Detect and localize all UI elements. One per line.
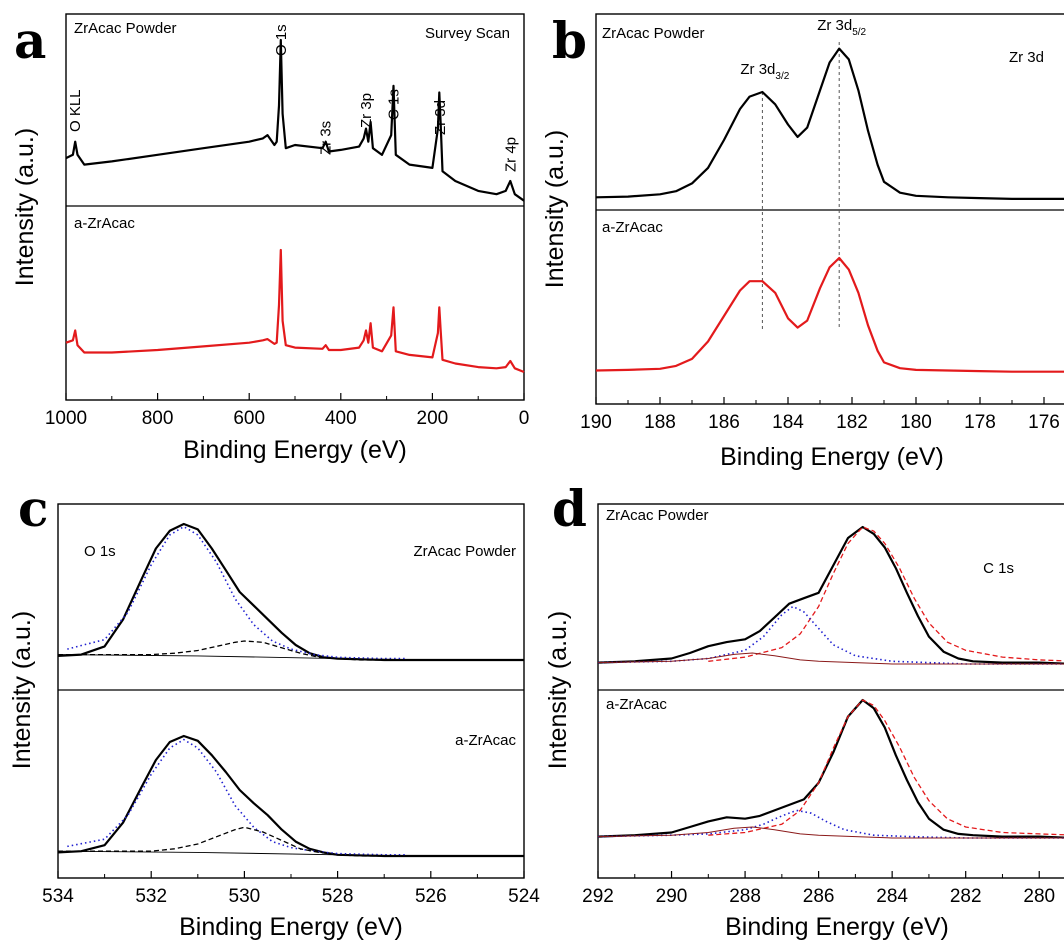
panel-b-bottom-left-label: a-ZrAcac [602,219,663,236]
panel-d-series-7 [597,826,1064,839]
panel-a-tick-label-2: 600 [233,408,265,429]
panel-d-series-2 [597,605,1064,665]
panel-d: d 292 290 288 286 284 282 280 ZrAcac Powder C … [544,479,1064,941]
panel-d-tick-label-6: 280 [1023,886,1055,907]
panel-b-tick-label-7: 176 [1028,412,1060,433]
panel-a-peak-labels: O KLL O 1s Zr 3s Zr 3p C 1s Zr 3d Zr 4p [67,24,519,172]
panel-d-curves [597,525,1064,839]
panel-a-top-left-label: ZrAcac Powder [74,20,177,37]
panel-c-top-right-label: ZrAcac Powder [413,543,516,560]
panel-c-series-1 [67,525,408,660]
panel-a-x-axis-title: Binding Energy (eV) [183,436,407,464]
panel-c-top-left-label: O 1s [84,543,116,560]
panel-d-series-4 [597,698,1064,839]
panel-b-tick-label-2: 186 [708,412,740,433]
panel-d-y-axis-title: Intensity (a.u.) [544,611,572,769]
panel-b-tick-label-4: 182 [836,412,868,433]
panel-a-peak-label-6: Zr 4p [502,137,519,172]
panel-b-tick-label-6: 178 [964,412,996,433]
panel-b-peak-label-1: Zr 3d5/2 [817,17,866,38]
panel-a-label: a [14,11,46,70]
panel-c-x-axis-title: Binding Energy (eV) [179,913,403,941]
panel-b-label: b [552,11,587,70]
panel-c-frame [57,503,525,879]
panel-c-tick-label-4: 526 [415,886,447,907]
panel-a-frame [65,13,525,401]
panel-c: c 534 532 530 528 526 524 O 1s ZrAcac Powder … [8,479,540,941]
panel-a-y-axis-title: Intensity (a.u.) [11,128,39,286]
panel-c-tick-label-1: 532 [135,886,167,907]
panel-a-curves [65,38,525,374]
panel-c-series-7 [57,850,524,857]
panel-a-tick-label-5: 0 [519,408,530,429]
panel-d-bottom-left-label: a-ZrAcac [606,696,667,713]
panel-d-series-0 [597,525,1064,665]
panel-a-peak-label-4: C 1s [385,89,402,120]
panel-d-tick-label-0: 292 [582,886,614,907]
panel-a-bottom-left-label: a-ZrAcac [74,215,135,232]
panel-a-peak-label-5: Zr 3d [432,100,449,135]
panel-d-series-3 [597,652,1064,665]
panel-d-tick-label-2: 288 [729,886,761,907]
panel-c-series-3 [57,654,524,661]
panel-d-series-5 [708,699,1064,836]
panel-b-guide-lines [761,42,840,330]
panel-d-tick-label-5: 282 [950,886,982,907]
panel-b-tick-label-5: 180 [900,412,932,433]
panel-d-tick-label-1: 290 [656,886,688,907]
panel-a-series-1 [65,248,525,374]
panel-b-curves [595,47,1064,373]
panel-c-tick-label-5: 524 [508,886,540,907]
panel-c-y-axis-title: Intensity (a.u.) [8,611,36,769]
panel-c-label: c [18,479,48,538]
panel-b-tick-label-0: 190 [580,412,612,433]
panel-c-series-5 [67,738,408,856]
panel-b-frame [595,13,1064,405]
panel-b-x-axis-title: Binding Energy (eV) [720,443,944,471]
panel-d-series-1 [708,526,1064,662]
panel-b-peak-labels: Zr 3d3/2 Zr 3d5/2 [740,17,866,82]
panel-d-top-right-label: C 1s [983,560,1014,577]
panel-a-tick-label-1: 800 [142,408,174,429]
panel-b-series-0 [595,47,1064,200]
panel-c-series-4 [57,734,524,858]
panel-b: b 190 188 186 184 182 180 178 176 Zr 3d3/2Zr 3d… [541,11,1064,471]
panel-a-tick-label-0: 1000 [45,408,87,429]
panel-b-tick-label-1: 188 [644,412,676,433]
panel-d-label: d [552,479,587,538]
panel-d-x-axis-title: Binding Energy (eV) [725,913,949,941]
panel-c-ticks: 534 532 530 528 526 524 [42,871,540,907]
panel-c-bottom-right-label: a-ZrAcac [455,732,516,749]
panel-d-frame [597,503,1064,879]
panel-b-series-1 [595,256,1064,373]
panel-a-peak-label-0: O KLL [67,89,84,132]
panel-a-peak-label-1: O 1s [273,24,290,56]
panel-d-top-left-label: ZrAcac Powder [606,507,709,524]
panel-b-ticks: 190 188 186 184 182 180 178 176 [580,397,1060,433]
panel-b-tick-label-3: 184 [772,412,804,433]
panel-c-tick-label-0: 534 [42,886,74,907]
panel-a: a 1000 800 600 400 200 0 O KLL O 1s Zr 3s Zr 3p C… [11,11,529,464]
panel-a-series-0 [65,38,525,202]
panel-b-top-right-label: Zr 3d [1009,49,1044,66]
panel-a-peak-label-3: Zr 3p [358,93,375,128]
panel-a-ticks: 1000 800 600 400 200 0 [45,393,529,429]
panel-c-series-2 [58,640,408,661]
panel-a-tick-label-4: 200 [417,408,449,429]
panel-c-curves [57,522,524,858]
panel-d-tick-label-4: 284 [876,886,908,907]
panel-b-y-axis-title: Intensity (a.u.) [541,130,569,288]
panel-d-tick-label-3: 286 [803,886,835,907]
panel-a-top-right-label: Survey Scan [425,25,510,42]
panel-c-tick-label-3: 528 [322,886,354,907]
panel-d-ticks: 292 290 288 286 284 282 280 [582,871,1055,907]
panel-a-tick-label-3: 400 [325,408,357,429]
panel-c-tick-label-2: 530 [229,886,261,907]
panel-b-top-left-label: ZrAcac Powder [602,25,705,42]
panel-b-peak-label-0: Zr 3d3/2 [740,61,789,82]
panel-a-peak-label-2: Zr 3s [318,121,335,155]
